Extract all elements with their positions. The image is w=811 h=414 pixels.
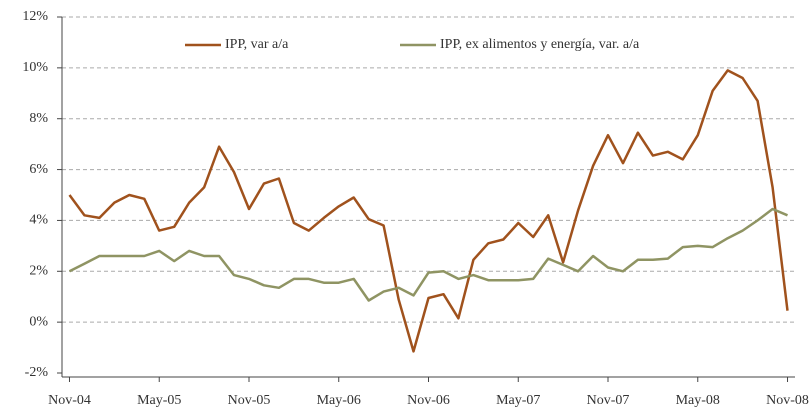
x-tick-label: May-08 (676, 393, 720, 408)
y-tick-label: 2% (29, 264, 48, 279)
y-tick-label: 6% (29, 162, 48, 177)
y-tick-label: 0% (29, 314, 48, 329)
x-tick-label: Nov-06 (407, 393, 450, 408)
y-tick-label: 4% (29, 213, 48, 228)
x-tick-label: Nov-08 (766, 393, 809, 408)
series-line (68, 207, 788, 302)
series-line (68, 69, 789, 353)
y-tick-label: 12% (22, 9, 48, 24)
legend-label: IPP, var a/a (225, 37, 289, 52)
x-tick-label: Nov-07 (587, 393, 630, 408)
y-tick-label: -2% (25, 365, 49, 380)
legend-label: IPP, ex alimentos y energía, var. a/a (440, 37, 640, 52)
x-tick-label: May-06 (317, 393, 361, 408)
y-tick-label: 10% (22, 60, 48, 75)
x-tick-label: May-07 (496, 393, 540, 408)
y-tick-label: 8% (29, 111, 48, 126)
x-tick-label: May-05 (137, 393, 181, 408)
x-tick-label: Nov-04 (48, 393, 91, 408)
x-tick-label: Nov-05 (228, 393, 271, 408)
